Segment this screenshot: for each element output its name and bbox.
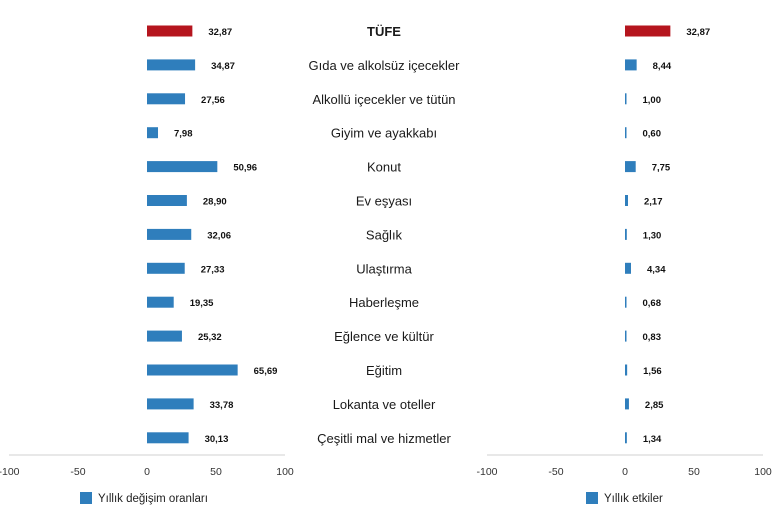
legend-label: Yıllık değişim oranları	[98, 493, 208, 505]
bar	[147, 262, 185, 274]
legend-label: Yıllık etkiler	[604, 493, 663, 505]
x-tick-label: -50	[548, 466, 563, 478]
x-tick-label: 100	[754, 466, 772, 478]
legend-swatch	[586, 492, 598, 504]
x-tick-label: -100	[476, 466, 497, 478]
bar-highlight	[625, 25, 671, 37]
bar	[147, 432, 189, 444]
data-label: 8,44	[653, 61, 672, 72]
category-label: Lokanta ve oteller	[333, 397, 436, 412]
category-label: Konut	[367, 160, 401, 175]
bar	[625, 296, 627, 308]
bar	[625, 398, 629, 410]
bar	[625, 228, 627, 240]
bar	[147, 195, 187, 206]
bar	[147, 59, 196, 71]
category-label: TÜFE	[367, 24, 401, 39]
bar	[625, 262, 631, 274]
category-label: Eğlence ve kültür	[334, 329, 434, 344]
category-label: Çeşitli mal ve hizmetler	[317, 431, 451, 446]
data-label: 7,75	[652, 163, 671, 174]
data-label: 32,06	[207, 230, 231, 241]
data-label: 1,34	[643, 434, 662, 445]
bar	[147, 127, 159, 139]
data-label: 50,96	[233, 163, 257, 174]
data-label: 65,69	[254, 366, 278, 377]
data-label: 0,60	[643, 129, 662, 140]
x-tick-label: -50	[70, 466, 85, 478]
bar	[147, 228, 192, 240]
data-label: 19,35	[190, 298, 214, 309]
x-tick-label: 0	[622, 466, 628, 478]
data-label: 33,78	[210, 400, 234, 411]
bar	[625, 364, 628, 376]
bar-highlight	[147, 25, 193, 37]
data-label: 27,33	[201, 264, 225, 275]
legend-swatch	[80, 492, 92, 504]
bar	[625, 195, 628, 206]
category-label: Sağlık	[366, 227, 403, 242]
bar	[147, 398, 194, 410]
data-label: 2,85	[645, 400, 664, 411]
data-label: 1,30	[643, 230, 662, 241]
data-label: 28,90	[203, 197, 227, 208]
data-label: 32,87	[686, 27, 710, 38]
category-label: Alkollü içecekler ve tütün	[312, 92, 455, 107]
data-label: 34,87	[211, 61, 235, 72]
category-label: Eğitim	[366, 363, 402, 378]
data-label: 27,56	[201, 95, 225, 106]
x-tick-label: 0	[144, 466, 150, 478]
bar	[147, 161, 218, 173]
bar	[147, 364, 238, 376]
data-label: 0,83	[643, 332, 662, 343]
x-tick-label: 100	[276, 466, 294, 478]
bar	[147, 296, 174, 308]
x-tick-label: 50	[688, 466, 700, 478]
data-label: 32,87	[208, 27, 232, 38]
data-label: 1,00	[643, 95, 662, 106]
data-label: 4,34	[647, 264, 666, 275]
category-label: Haberleşme	[349, 295, 419, 310]
category-label: Ulaştırma	[356, 261, 412, 276]
category-label: Giyim ve ayakkabı	[331, 126, 437, 141]
data-label: 0,68	[643, 298, 662, 309]
bar	[625, 127, 627, 139]
bar	[625, 330, 627, 342]
data-label: 25,32	[198, 332, 222, 343]
category-label: Gıda ve alkolsüz içecekler	[308, 58, 460, 73]
data-label: 1,56	[643, 366, 662, 377]
bar	[625, 59, 637, 71]
data-label: 2,17	[644, 197, 663, 208]
bar	[147, 93, 186, 105]
bar	[625, 93, 627, 105]
category-label: Ev eşyası	[356, 194, 412, 209]
x-tick-label: 50	[210, 466, 222, 478]
bar	[625, 432, 627, 444]
x-tick-label: -100	[0, 466, 20, 478]
data-label: 30,13	[205, 434, 229, 445]
bar	[625, 161, 636, 173]
data-label: 7,98	[174, 129, 193, 140]
bar	[147, 330, 182, 342]
